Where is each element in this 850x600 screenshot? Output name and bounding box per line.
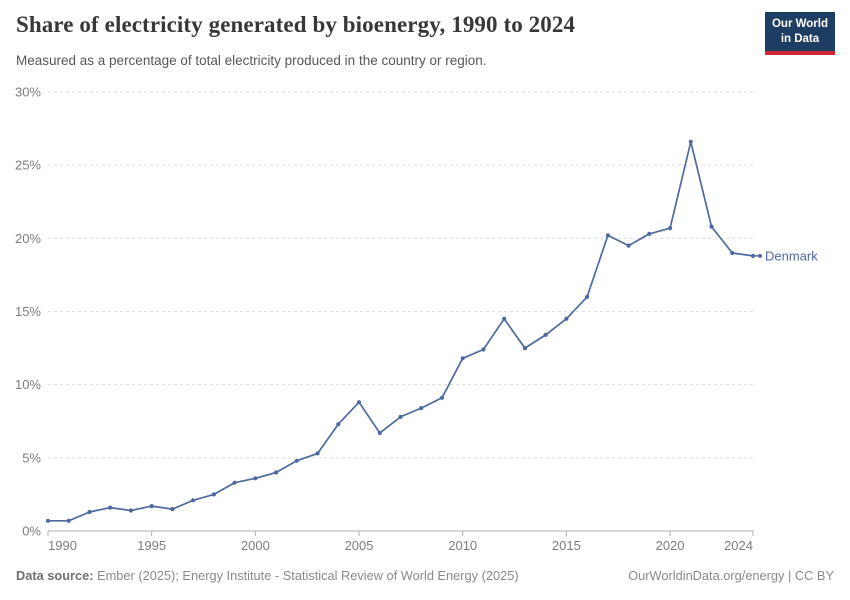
y-tick-label: 10% bbox=[15, 377, 41, 392]
y-tick-label: 30% bbox=[15, 85, 41, 100]
data-point-marker bbox=[543, 332, 548, 337]
data-point-marker bbox=[647, 231, 652, 236]
owid-logo-line1: Our World bbox=[771, 18, 828, 30]
data-point-marker bbox=[149, 504, 154, 509]
data-point-marker bbox=[253, 476, 258, 481]
x-tick-label: 1995 bbox=[137, 538, 166, 553]
data-point-marker bbox=[108, 505, 113, 510]
data-point-marker bbox=[87, 509, 92, 515]
y-tick-label: 25% bbox=[15, 158, 41, 173]
y-tick-label: 15% bbox=[15, 304, 41, 319]
chart-footer: Data source: Ember (2025); Energy Instit… bbox=[16, 568, 834, 583]
data-point-marker bbox=[585, 294, 590, 299]
data-source-note: Data source: Ember (2025); Energy Instit… bbox=[16, 568, 519, 583]
series-label[interactable]: Denmark bbox=[765, 248, 818, 263]
page-title: Share of electricity generated by bioene… bbox=[16, 12, 576, 37]
data-point-marker bbox=[315, 451, 320, 456]
data-point-marker bbox=[191, 498, 196, 503]
data-point-marker bbox=[398, 414, 403, 419]
label-connector-dot bbox=[758, 253, 762, 258]
data-point-marker bbox=[66, 518, 71, 523]
y-tick-label: 20% bbox=[15, 231, 41, 246]
data-point-marker bbox=[460, 356, 465, 361]
data-point-marker bbox=[336, 422, 341, 427]
data-point-marker bbox=[502, 316, 507, 321]
data-point-marker bbox=[626, 243, 631, 248]
data-point-marker bbox=[605, 233, 611, 238]
data-source-text: Ember (2025); Energy Institute - Statist… bbox=[93, 568, 519, 583]
data-point-marker bbox=[481, 347, 486, 352]
data-source-label: Data source: bbox=[16, 568, 94, 583]
data-point-marker bbox=[564, 316, 569, 321]
data-point-marker bbox=[356, 400, 362, 405]
owid-logo-line2: in Data bbox=[780, 32, 820, 45]
data-point-marker bbox=[377, 430, 382, 436]
data-point-marker bbox=[419, 406, 424, 411]
page-subtitle: Measured as a percentage of total electr… bbox=[16, 53, 487, 68]
denmark-line bbox=[47, 140, 754, 522]
x-tick-label: 2015 bbox=[552, 538, 581, 553]
data-point-marker bbox=[668, 226, 673, 231]
data-point-marker bbox=[274, 470, 279, 475]
data-point-marker bbox=[128, 508, 133, 513]
data-point-marker bbox=[211, 492, 216, 497]
data-point-marker bbox=[170, 507, 175, 512]
data-point-marker bbox=[709, 224, 714, 229]
x-tick-label: 2005 bbox=[345, 538, 374, 553]
data-point-marker bbox=[730, 250, 735, 256]
x-tick-label: 1990 bbox=[48, 538, 77, 553]
data-point-marker bbox=[439, 395, 445, 400]
x-tick-label: 2020 bbox=[656, 538, 685, 553]
data-point-marker bbox=[45, 518, 51, 523]
x-tick-label: 2000 bbox=[241, 538, 270, 553]
data-point-marker bbox=[294, 458, 299, 463]
y-tick-label: 5% bbox=[22, 450, 41, 465]
license-link[interactable]: OurWorldinData.org/energy | CC BY bbox=[628, 568, 834, 583]
x-tick-label: 2024 bbox=[724, 538, 753, 553]
data-point-marker bbox=[232, 480, 237, 485]
x-tick-label: 2010 bbox=[448, 538, 477, 553]
data-point-marker bbox=[522, 346, 528, 351]
owid-logo[interactable]: Our World in Data bbox=[764, 12, 835, 55]
y-tick-label: 0% bbox=[22, 524, 41, 539]
data-point-marker bbox=[688, 139, 693, 144]
